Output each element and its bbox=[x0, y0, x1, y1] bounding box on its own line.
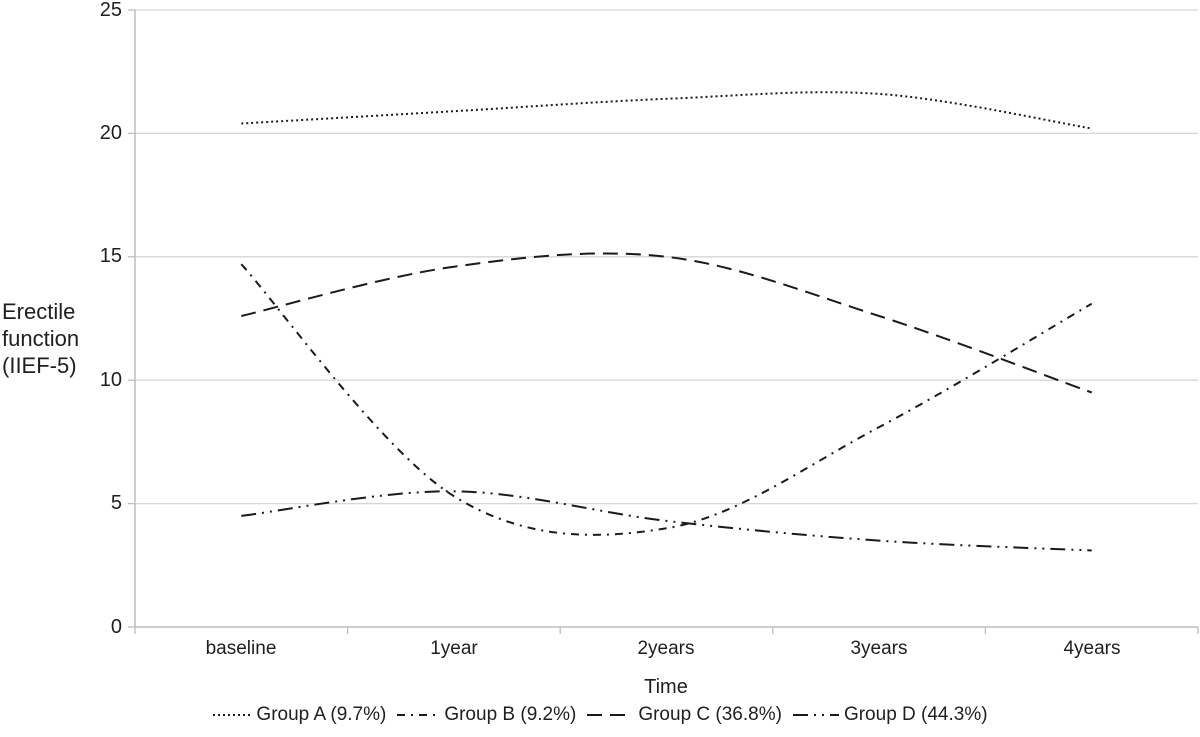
x-tick-label-1year: 1year bbox=[430, 638, 478, 659]
y-axis-title-line: function bbox=[2, 326, 80, 351]
legend-swatch-dashed-icon bbox=[587, 714, 634, 716]
legend-item-group-b: Group B (9.2%) bbox=[396, 704, 576, 726]
series-line-group-c-36-8 bbox=[241, 252, 1093, 394]
y-axis-title: Erectile function (IIEF-5) bbox=[2, 298, 79, 379]
legend-item-group-d: Group D (44.3%) bbox=[792, 704, 988, 726]
y-axis-title-line: Erectile bbox=[2, 299, 76, 324]
y-tick-label-5: 5 bbox=[110, 492, 122, 514]
x-tick-label-baseline: baseline bbox=[205, 638, 277, 659]
y-tick-label-15: 15 bbox=[99, 245, 122, 267]
y-tick-label-20: 20 bbox=[99, 122, 122, 144]
x-axis-title: Time bbox=[644, 676, 688, 698]
x-tick-label-4years: 4years bbox=[1063, 638, 1121, 659]
legend-label: Group A (9.7%) bbox=[256, 704, 387, 725]
y-axis-title-line: (IIEF-5) bbox=[2, 353, 77, 378]
y-tick-label-25: 25 bbox=[99, 0, 122, 21]
series-line-group-d-44-3 bbox=[241, 490, 1092, 552]
legend: Group A (9.7%) Group B (9.2%) Group C (3… bbox=[0, 704, 1200, 726]
legend-label: Group B (9.2%) bbox=[444, 704, 577, 725]
legend-item-group-a: Group A (9.7%) bbox=[212, 704, 386, 726]
legend-swatch-dash-dot-dot-icon bbox=[792, 714, 839, 716]
y-tick-label-0: 0 bbox=[110, 616, 122, 638]
legend-label: Group C (36.8%) bbox=[638, 704, 782, 725]
legend-swatch-dash-dot-icon bbox=[397, 714, 440, 716]
legend-item-group-c: Group C (36.8%) bbox=[586, 704, 782, 726]
series-line-group-a-9-7 bbox=[241, 91, 1092, 130]
series-line-group-b-9-2 bbox=[240, 263, 1093, 536]
legend-swatch-dotted-icon bbox=[213, 714, 252, 716]
x-tick-label-2years: 2years bbox=[637, 638, 695, 659]
y-tick-label-10: 10 bbox=[99, 369, 122, 391]
legend-label: Group D (44.3%) bbox=[843, 704, 988, 725]
x-tick-label-3years: 3years bbox=[850, 638, 908, 659]
